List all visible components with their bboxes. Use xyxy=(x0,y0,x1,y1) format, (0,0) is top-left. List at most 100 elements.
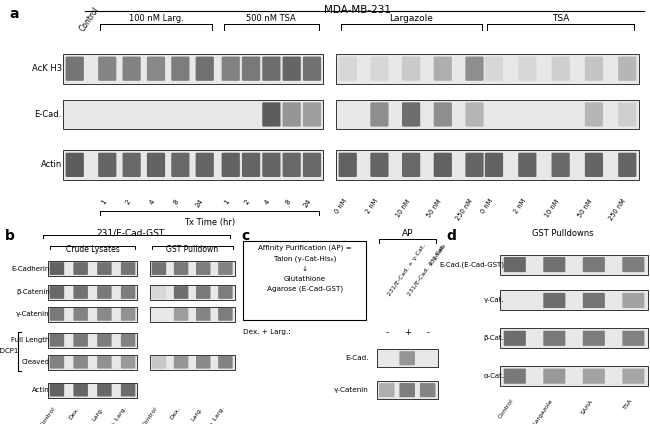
Text: b: b xyxy=(5,229,14,243)
FancyBboxPatch shape xyxy=(622,331,644,346)
FancyBboxPatch shape xyxy=(174,308,188,321)
Text: Largazole: Largazole xyxy=(533,398,554,424)
FancyBboxPatch shape xyxy=(147,56,165,81)
FancyBboxPatch shape xyxy=(303,56,321,81)
FancyBboxPatch shape xyxy=(49,334,64,347)
FancyBboxPatch shape xyxy=(73,384,88,396)
FancyBboxPatch shape xyxy=(171,56,190,81)
FancyBboxPatch shape xyxy=(151,356,166,368)
Text: d: d xyxy=(446,229,456,243)
Text: 100 nM Larg.: 100 nM Larg. xyxy=(129,14,183,23)
FancyBboxPatch shape xyxy=(283,153,301,177)
Text: 1: 1 xyxy=(223,198,231,205)
FancyBboxPatch shape xyxy=(583,293,605,308)
FancyBboxPatch shape xyxy=(66,153,84,177)
FancyBboxPatch shape xyxy=(583,257,605,272)
FancyBboxPatch shape xyxy=(543,257,566,272)
FancyBboxPatch shape xyxy=(399,351,415,365)
Text: γ-Catenin: γ-Catenin xyxy=(333,387,369,393)
Text: 231/E-Cad. + γ-Cat.: 231/E-Cad. + γ-Cat. xyxy=(387,243,426,297)
Bar xyxy=(48,307,137,322)
Text: 4: 4 xyxy=(149,198,156,205)
FancyBboxPatch shape xyxy=(504,331,526,346)
FancyBboxPatch shape xyxy=(218,286,233,299)
FancyBboxPatch shape xyxy=(121,334,135,347)
FancyBboxPatch shape xyxy=(370,153,389,177)
FancyBboxPatch shape xyxy=(196,56,214,81)
FancyBboxPatch shape xyxy=(543,293,566,308)
Text: Largazole: Largazole xyxy=(389,14,433,23)
Text: 250 nM: 250 nM xyxy=(608,198,627,222)
FancyBboxPatch shape xyxy=(151,262,166,275)
Text: 2 nM: 2 nM xyxy=(365,198,380,215)
FancyBboxPatch shape xyxy=(465,153,484,177)
Text: 0 nM: 0 nM xyxy=(480,198,494,215)
FancyBboxPatch shape xyxy=(242,56,260,81)
Text: 231/E-Cad-GST: 231/E-Cad-GST xyxy=(96,229,164,238)
Text: MDA-MB-231: MDA-MB-231 xyxy=(324,5,391,14)
FancyBboxPatch shape xyxy=(121,262,135,275)
FancyBboxPatch shape xyxy=(622,293,644,308)
Text: E-Cadherin: E-Cadherin xyxy=(12,265,50,271)
FancyBboxPatch shape xyxy=(370,56,389,81)
FancyBboxPatch shape xyxy=(420,383,436,397)
Bar xyxy=(48,333,137,348)
Text: 24: 24 xyxy=(302,198,312,209)
FancyBboxPatch shape xyxy=(583,331,605,346)
Bar xyxy=(48,285,137,300)
FancyBboxPatch shape xyxy=(504,257,526,272)
FancyBboxPatch shape xyxy=(618,102,636,127)
FancyBboxPatch shape xyxy=(49,356,64,368)
Bar xyxy=(336,150,639,180)
Text: β-Cat.: β-Cat. xyxy=(484,335,504,341)
Bar xyxy=(150,355,235,370)
Text: Dex. + Larg.:: Dex. + Larg.: xyxy=(243,329,291,335)
Bar xyxy=(377,381,437,399)
FancyBboxPatch shape xyxy=(303,153,321,177)
Text: a: a xyxy=(10,7,20,21)
Text: 2: 2 xyxy=(244,198,251,205)
Text: Larg.: Larg. xyxy=(91,406,105,422)
Text: +: + xyxy=(404,328,411,337)
FancyBboxPatch shape xyxy=(618,56,636,81)
Text: E-Cad.(E-Cad-GST): E-Cad.(E-Cad-GST) xyxy=(439,261,504,268)
FancyBboxPatch shape xyxy=(518,153,536,177)
Text: 231/E-Cad. + γ-Cat.: 231/E-Cad. + γ-Cat. xyxy=(407,243,447,297)
FancyBboxPatch shape xyxy=(622,257,644,272)
Text: α-Cat.: α-Cat. xyxy=(484,373,504,379)
Bar xyxy=(500,366,648,386)
FancyBboxPatch shape xyxy=(49,262,64,275)
FancyBboxPatch shape xyxy=(543,331,566,346)
Text: Dex. + Larg.: Dex. + Larg. xyxy=(199,406,226,424)
FancyBboxPatch shape xyxy=(518,56,536,81)
Text: Control: Control xyxy=(78,5,101,33)
Bar xyxy=(243,241,366,321)
Text: TSA: TSA xyxy=(622,398,633,411)
Text: -: - xyxy=(426,328,429,337)
Text: β-Catenin: β-Catenin xyxy=(16,290,50,296)
Bar xyxy=(500,328,648,348)
FancyBboxPatch shape xyxy=(402,153,421,177)
FancyBboxPatch shape xyxy=(121,384,135,396)
FancyBboxPatch shape xyxy=(402,56,421,81)
Bar xyxy=(150,261,235,276)
Text: Crude Lysates: Crude Lysates xyxy=(66,245,120,254)
Bar xyxy=(48,382,137,398)
FancyBboxPatch shape xyxy=(49,308,64,321)
FancyBboxPatch shape xyxy=(434,102,452,127)
Text: E-Cad.: E-Cad. xyxy=(34,110,62,119)
FancyBboxPatch shape xyxy=(73,334,88,347)
Text: Control: Control xyxy=(40,406,57,424)
FancyBboxPatch shape xyxy=(121,308,135,321)
Text: 4: 4 xyxy=(264,198,272,205)
FancyBboxPatch shape xyxy=(262,153,281,177)
FancyBboxPatch shape xyxy=(174,286,188,299)
Bar xyxy=(63,100,324,129)
FancyBboxPatch shape xyxy=(585,56,603,81)
Text: 231/neo: 231/neo xyxy=(428,243,447,267)
FancyBboxPatch shape xyxy=(242,153,260,177)
FancyBboxPatch shape xyxy=(151,286,166,299)
Text: 8: 8 xyxy=(284,198,292,205)
FancyBboxPatch shape xyxy=(303,102,321,127)
Bar xyxy=(150,285,235,300)
